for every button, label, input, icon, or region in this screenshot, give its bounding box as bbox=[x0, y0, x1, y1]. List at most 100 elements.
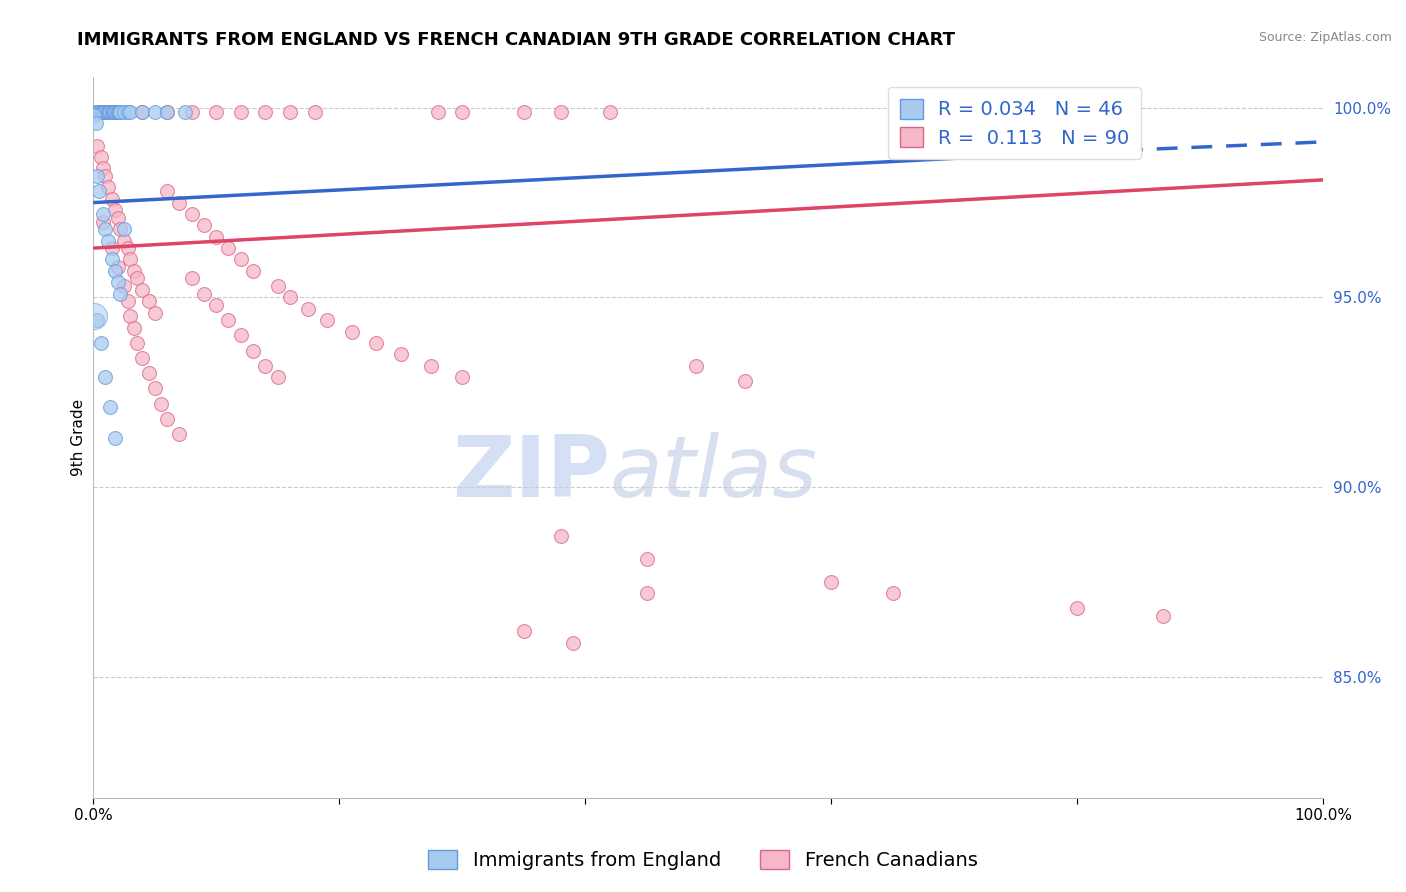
Point bbox=[97, 180, 120, 194]
Text: ZIP: ZIP bbox=[453, 433, 610, 516]
Point bbox=[107, 211, 129, 225]
Point bbox=[389, 347, 412, 361]
Point bbox=[94, 370, 117, 384]
Point bbox=[229, 104, 252, 119]
Point bbox=[156, 104, 179, 119]
Point bbox=[366, 335, 388, 350]
Point bbox=[94, 169, 117, 183]
Point bbox=[254, 359, 277, 373]
Point bbox=[512, 624, 534, 639]
Point bbox=[117, 104, 139, 119]
Point bbox=[636, 586, 658, 600]
Point bbox=[1152, 609, 1174, 624]
Point bbox=[91, 207, 114, 221]
Point bbox=[96, 104, 118, 119]
Point bbox=[205, 104, 228, 119]
Point bbox=[97, 104, 120, 119]
Point bbox=[117, 294, 139, 309]
Point bbox=[104, 104, 127, 119]
Point bbox=[278, 290, 301, 304]
Point bbox=[550, 104, 572, 119]
Point bbox=[156, 411, 179, 425]
Point bbox=[180, 104, 202, 119]
Point bbox=[90, 104, 112, 119]
Point bbox=[89, 104, 111, 119]
Point bbox=[110, 104, 132, 119]
Point bbox=[112, 279, 135, 293]
Point bbox=[297, 301, 319, 316]
Point bbox=[340, 325, 363, 339]
Point bbox=[93, 104, 115, 119]
Point bbox=[599, 104, 621, 119]
Point bbox=[143, 381, 166, 395]
Point bbox=[242, 343, 264, 358]
Point bbox=[117, 241, 139, 255]
Point bbox=[97, 104, 120, 119]
Point bbox=[110, 222, 132, 236]
Point bbox=[122, 320, 145, 334]
Point bbox=[882, 586, 904, 600]
Point bbox=[169, 427, 191, 442]
Point bbox=[636, 552, 658, 566]
Point bbox=[100, 104, 122, 119]
Point bbox=[218, 241, 240, 255]
Point bbox=[87, 104, 110, 119]
Point bbox=[254, 104, 277, 119]
Point bbox=[107, 260, 129, 274]
Point bbox=[110, 286, 132, 301]
Point bbox=[685, 359, 707, 373]
Point bbox=[131, 283, 153, 297]
Point bbox=[86, 138, 108, 153]
Point bbox=[112, 234, 135, 248]
Text: atlas: atlas bbox=[610, 433, 818, 516]
Point bbox=[91, 214, 114, 228]
Point bbox=[451, 104, 474, 119]
Point bbox=[304, 104, 326, 119]
Point bbox=[97, 234, 120, 248]
Point bbox=[89, 184, 111, 198]
Point bbox=[91, 104, 114, 119]
Point bbox=[103, 104, 125, 119]
Point bbox=[112, 104, 135, 119]
Point bbox=[90, 104, 112, 119]
Point bbox=[278, 104, 301, 119]
Point bbox=[229, 328, 252, 343]
Point bbox=[174, 104, 197, 119]
Point bbox=[120, 310, 142, 324]
Point bbox=[100, 104, 122, 119]
Point bbox=[100, 192, 122, 206]
Point bbox=[193, 286, 215, 301]
Legend: Immigrants from England, French Canadians: Immigrants from England, French Canadian… bbox=[420, 842, 986, 878]
Y-axis label: 9th Grade: 9th Grade bbox=[72, 400, 86, 476]
Point bbox=[127, 271, 149, 285]
Point bbox=[100, 401, 122, 415]
Point bbox=[267, 279, 290, 293]
Point bbox=[205, 298, 228, 312]
Point bbox=[84, 116, 107, 130]
Text: Source: ZipAtlas.com: Source: ZipAtlas.com bbox=[1258, 31, 1392, 45]
Point bbox=[90, 335, 112, 350]
Point bbox=[94, 104, 117, 119]
Point bbox=[131, 351, 153, 365]
Point bbox=[512, 104, 534, 119]
Point bbox=[561, 635, 583, 649]
Point bbox=[820, 574, 842, 589]
Point bbox=[107, 104, 129, 119]
Point bbox=[267, 370, 290, 384]
Point bbox=[86, 313, 108, 327]
Point bbox=[169, 195, 191, 210]
Point bbox=[550, 529, 572, 543]
Point bbox=[94, 222, 117, 236]
Point bbox=[131, 104, 153, 119]
Point bbox=[100, 104, 122, 119]
Point bbox=[127, 335, 149, 350]
Point bbox=[143, 305, 166, 319]
Point bbox=[94, 104, 117, 119]
Point bbox=[100, 252, 122, 267]
Point bbox=[131, 104, 153, 119]
Point bbox=[120, 104, 142, 119]
Point bbox=[91, 161, 114, 176]
Point bbox=[107, 275, 129, 289]
Point bbox=[180, 271, 202, 285]
Point bbox=[316, 313, 339, 327]
